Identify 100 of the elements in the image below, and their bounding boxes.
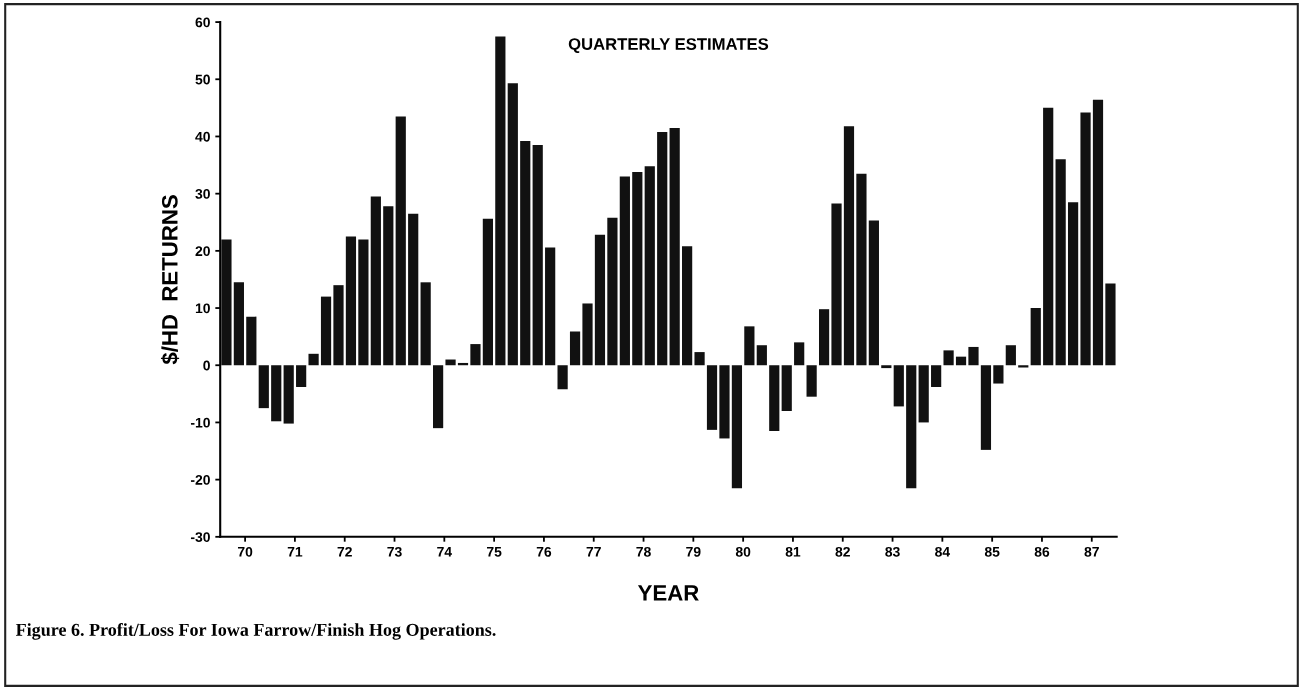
bar	[532, 145, 543, 366]
y-tick-label: 0	[203, 360, 210, 371]
y-tick-label: 20	[195, 246, 210, 257]
y-tick-label: -10	[190, 417, 210, 428]
bar	[980, 365, 992, 450]
x-tick-label: 73	[387, 546, 402, 557]
bar	[756, 345, 767, 366]
bar	[881, 365, 892, 369]
bar	[706, 365, 718, 430]
x-tick-label: 82	[835, 546, 850, 557]
bar	[769, 365, 780, 432]
x-tick-label: 86	[1034, 546, 1050, 557]
bar	[482, 218, 494, 366]
bar	[1043, 107, 1054, 366]
bar	[619, 176, 630, 366]
y-axis-title: $/HD RETURNS	[160, 195, 180, 365]
bar	[495, 36, 506, 366]
x-tick-label: 70	[237, 546, 253, 557]
bar	[1018, 365, 1029, 368]
bar	[682, 246, 693, 366]
bar	[893, 365, 904, 407]
bar	[632, 171, 643, 366]
bar	[258, 365, 269, 409]
x-axis-title: YEAR	[637, 585, 699, 601]
x-tick-label: 84	[935, 546, 951, 557]
bar	[1105, 283, 1116, 366]
x-tick-label: 77	[586, 547, 601, 557]
x-tick-label: 78	[636, 546, 651, 557]
bar	[868, 220, 879, 366]
x-tick-label: 85	[984, 546, 1000, 557]
y-tick-label: 40	[195, 131, 210, 142]
bar	[507, 83, 518, 366]
x-tick-label: 80	[735, 546, 751, 557]
bar	[569, 331, 581, 366]
bar	[520, 141, 531, 366]
bar	[345, 236, 357, 366]
bar	[993, 365, 1004, 384]
bar	[283, 365, 294, 424]
x-tick-label: 75	[487, 547, 502, 557]
y-tick-label: -30	[190, 532, 210, 543]
y-tick-label: 60	[195, 17, 210, 28]
bar	[943, 350, 954, 366]
bar	[420, 282, 431, 366]
bar	[1067, 202, 1079, 366]
y-tick-label: 30	[195, 188, 210, 199]
bar	[470, 344, 481, 366]
bar	[931, 365, 942, 387]
y-tick-label: 50	[195, 74, 210, 85]
bar	[744, 326, 755, 366]
bar	[831, 203, 842, 366]
bar	[694, 352, 705, 366]
y-tick-label: -20	[190, 474, 210, 485]
text: QUARTERLY ESTIMATES	[568, 38, 769, 54]
bar	[308, 353, 319, 366]
bar	[843, 126, 855, 366]
bar	[582, 303, 593, 366]
bar	[221, 239, 232, 366]
bar	[856, 173, 867, 366]
y-tick-label: 10	[195, 303, 210, 314]
x-tick-label: 71	[287, 547, 303, 557]
bar	[432, 365, 444, 429]
bar	[370, 196, 381, 366]
bar	[781, 365, 792, 411]
bar	[395, 116, 406, 366]
bar	[731, 365, 743, 489]
bar	[1005, 345, 1016, 366]
bar	[806, 365, 817, 397]
bar	[1092, 99, 1104, 366]
bar	[657, 131, 668, 366]
x-tick-label: 74	[437, 547, 452, 557]
bar	[1030, 308, 1041, 366]
bar	[557, 365, 568, 390]
bar	[644, 166, 655, 366]
x-tick-label: 72	[337, 546, 352, 557]
bar	[296, 365, 307, 387]
x-tick-label: 76	[536, 546, 552, 557]
bar	[320, 296, 332, 366]
x-tick-label: 79	[686, 546, 701, 557]
bar	[1055, 159, 1066, 366]
bar	[271, 365, 282, 422]
bar	[383, 206, 394, 366]
bar	[719, 365, 730, 439]
bar	[669, 127, 680, 366]
bar	[906, 365, 917, 489]
bar	[794, 342, 805, 366]
bar	[818, 309, 830, 366]
x-tick-label: 87	[1084, 546, 1099, 557]
bar	[408, 213, 419, 366]
caption: Figure 6. Profit/Loss For Iowa Farrow/Finish Hog Operations.	[15, 623, 496, 640]
x-tick-label: 81	[785, 546, 801, 557]
bar	[968, 346, 979, 366]
bar	[545, 247, 556, 366]
bar	[1080, 112, 1091, 366]
bar	[333, 285, 344, 366]
bar	[246, 316, 257, 366]
bar	[594, 234, 606, 366]
bar	[445, 359, 456, 366]
bar	[607, 217, 618, 366]
bar	[918, 365, 929, 423]
bar	[358, 239, 369, 366]
